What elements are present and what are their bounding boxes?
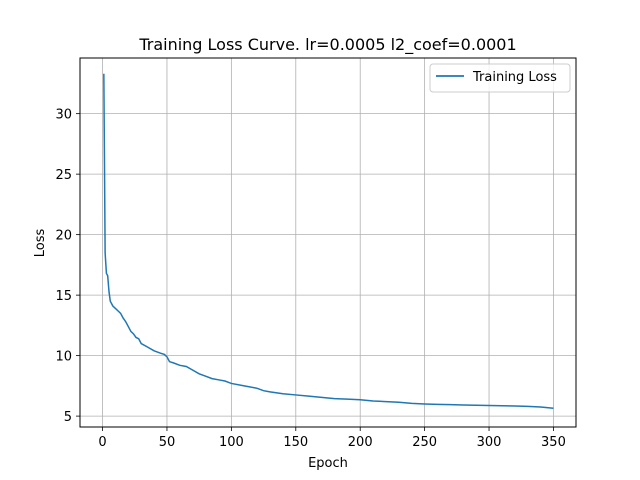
y-tick-label: 10 xyxy=(55,350,72,365)
legend: Training Loss xyxy=(429,63,571,93)
x-tick-label: 50 xyxy=(159,435,176,450)
x-tick-label: 250 xyxy=(412,435,437,450)
x-axis-label: Epoch xyxy=(308,456,348,471)
y-tick-label: 20 xyxy=(55,229,72,244)
x-tick-label: 150 xyxy=(283,435,308,450)
x-tick-label: 100 xyxy=(219,435,244,450)
y-axis-ticks: 5 10 15 20 25 30 xyxy=(55,108,80,425)
y-tick-label: 25 xyxy=(55,168,72,183)
chart-title: Training Loss Curve. lr=0.0005 l2_coef=0… xyxy=(138,35,516,55)
x-axis-ticks: 0 50 100 150 200 250 300 350 xyxy=(98,427,566,450)
x-tick-label: 350 xyxy=(541,435,566,450)
legend-label-training-loss: Training Loss xyxy=(472,70,557,85)
x-tick-label: 200 xyxy=(348,435,373,450)
legend-box xyxy=(429,63,571,93)
x-tick-label: 0 xyxy=(98,435,106,450)
series-line-training-loss xyxy=(103,73,554,409)
y-axis-label: Loss xyxy=(33,229,48,258)
plot-frame xyxy=(79,57,577,428)
y-tick-label: 15 xyxy=(55,289,72,304)
grid-lines xyxy=(80,58,576,427)
y-tick-label: 30 xyxy=(55,108,72,123)
y-tick-label: 5 xyxy=(64,410,72,425)
x-tick-label: 300 xyxy=(477,435,502,450)
